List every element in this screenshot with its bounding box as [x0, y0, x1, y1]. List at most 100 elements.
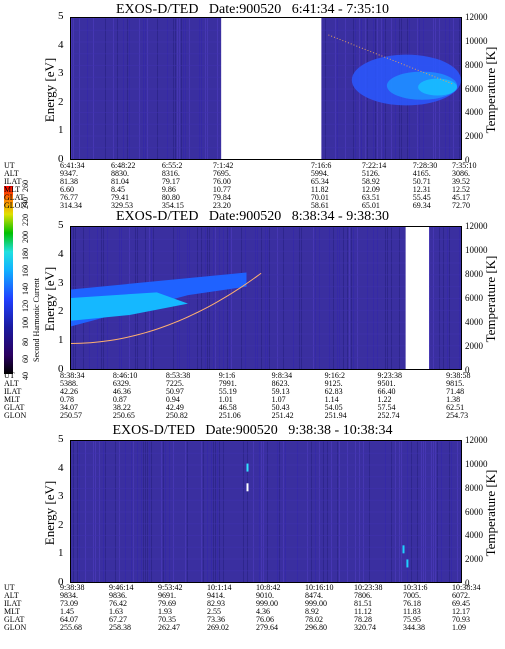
table-cell: 79.69: [158, 599, 176, 608]
table-cell: 344.38: [403, 623, 425, 632]
spectrogram-image: [71, 18, 461, 159]
table-cell: 9501.: [377, 379, 396, 388]
table-row-label: ALT: [4, 379, 19, 388]
table-cell: 73.36: [207, 615, 225, 624]
band-line: [71, 238, 461, 240]
table-cell: 250.57: [60, 411, 82, 420]
table-cell: 8316.: [161, 169, 180, 178]
y-tick-label: 2: [58, 305, 64, 318]
table-cell: 1.93: [158, 607, 172, 616]
y2-tick-label: 4000: [465, 317, 483, 327]
table-cell: 42.49: [165, 403, 184, 412]
table-cell: 0.87: [112, 395, 127, 404]
table-row-label: ILAT: [4, 599, 22, 608]
table-row-label: UT: [4, 161, 15, 170]
table-cell: 10:16:10: [305, 583, 334, 592]
table-cell: 12.52: [452, 185, 470, 194]
table-row-label: UT: [4, 583, 15, 592]
y2-tick-label: 2000: [465, 341, 483, 351]
table-cell: 10:38:34: [452, 583, 481, 592]
table-cell: 42.26: [60, 387, 78, 396]
table-cell: 999.00: [256, 599, 278, 608]
table-cell: 262.47: [158, 623, 180, 632]
table-cell: 320.74: [354, 623, 376, 632]
table-cell: 82.93: [207, 599, 225, 608]
table-cell: 7225.: [165, 379, 184, 388]
table-cell: 9834.: [60, 591, 78, 600]
table-cell: 10:8:42: [256, 583, 281, 592]
table-cell: 8830.: [110, 169, 129, 178]
table-cell: 7:16:6: [310, 161, 332, 170]
y2-tick-label: 6000: [465, 506, 483, 517]
band-line: [71, 345, 461, 347]
table-cell: 7:22:14: [361, 161, 387, 170]
table-cell: 9836.: [109, 591, 127, 600]
table-cell: 76.18: [403, 599, 421, 608]
table-cell: 7695.: [212, 169, 231, 178]
table-cell: 7806.: [354, 591, 372, 600]
table-cell: 80.80: [161, 193, 180, 202]
table-cell: 12.17: [452, 607, 470, 616]
table-cell: 11.12: [354, 607, 372, 616]
table-cell: 69.34: [412, 201, 431, 210]
table-cell: 45.17: [452, 193, 470, 202]
table-cell: 62.51: [446, 403, 465, 412]
intensity-core: [71, 292, 188, 321]
table-cell: 250.82: [165, 411, 188, 420]
y-tick-label: 2: [58, 95, 64, 108]
table-cell: 354.15: [161, 201, 184, 210]
y-tick-label: 4: [58, 247, 64, 260]
table-cell: 296.80: [305, 623, 327, 632]
table-cell: 55.45: [412, 193, 431, 202]
table-cell: 9:38:38: [60, 583, 85, 592]
y-tick-label: 5: [58, 433, 64, 445]
table-cell: 7:1:42: [212, 161, 234, 170]
table-cell: 50.97: [165, 387, 184, 396]
table-cell: 8:53:38: [165, 371, 191, 380]
table-cell: 10:1:14: [207, 583, 232, 592]
band-line: [71, 274, 461, 276]
table-cell: 8:46:10: [112, 371, 138, 380]
intensity-patch: [418, 78, 458, 96]
table-cell: 5388.: [60, 379, 78, 388]
table-cell: 50.43: [271, 403, 290, 412]
colorbar-tick: 180: [21, 248, 30, 261]
y-tick-label: 1: [58, 124, 64, 137]
table-cell: 9:23:38: [377, 371, 402, 380]
y2-tick-label: 8000: [465, 269, 483, 279]
colorbar: [4, 186, 13, 374]
table-cell: 1.14: [324, 395, 339, 404]
table-cell: 11.83: [403, 607, 421, 616]
y-tick-label: 3: [58, 67, 64, 80]
band-line: [71, 546, 461, 548]
table-cell: 2.55: [207, 607, 221, 616]
table-cell: 8474.: [305, 591, 323, 600]
temperature-trace: [328, 34, 453, 85]
y2-tick-label: 0: [465, 365, 470, 375]
colorbar-tick: 100: [21, 316, 30, 329]
y2-tick-label: 6000: [465, 293, 483, 303]
table-cell: 9815.: [446, 379, 465, 388]
table-cell: 55.19: [218, 387, 237, 396]
table-cell: 70.01: [310, 193, 329, 202]
table-cell: 72.70: [452, 201, 470, 210]
table-cell: 81.38: [60, 177, 78, 186]
table-row-label: GLON: [4, 411, 27, 420]
table-cell: 251.42: [271, 411, 294, 420]
table-cell: 79.41: [110, 193, 129, 202]
band-line: [71, 227, 461, 228]
table-row-label: GLAT: [4, 403, 25, 412]
y-tick-label: 2: [58, 518, 64, 531]
y2-tick-label: 0: [465, 578, 470, 588]
band-line: [71, 321, 461, 323]
table-cell: 251.06: [218, 411, 241, 420]
table-cell: 81.04: [110, 177, 129, 186]
table-cell: 76.42: [109, 599, 127, 608]
table-cell: 58.92: [361, 177, 380, 186]
band-line: [71, 441, 461, 442]
table-cell: 9125.: [324, 379, 343, 388]
table-cell: 46.36: [112, 387, 131, 396]
y2-axis-label: Temperature [K]: [483, 46, 498, 133]
colorbar-tick: 120: [21, 299, 30, 312]
table-cell: 34.07: [60, 403, 78, 412]
